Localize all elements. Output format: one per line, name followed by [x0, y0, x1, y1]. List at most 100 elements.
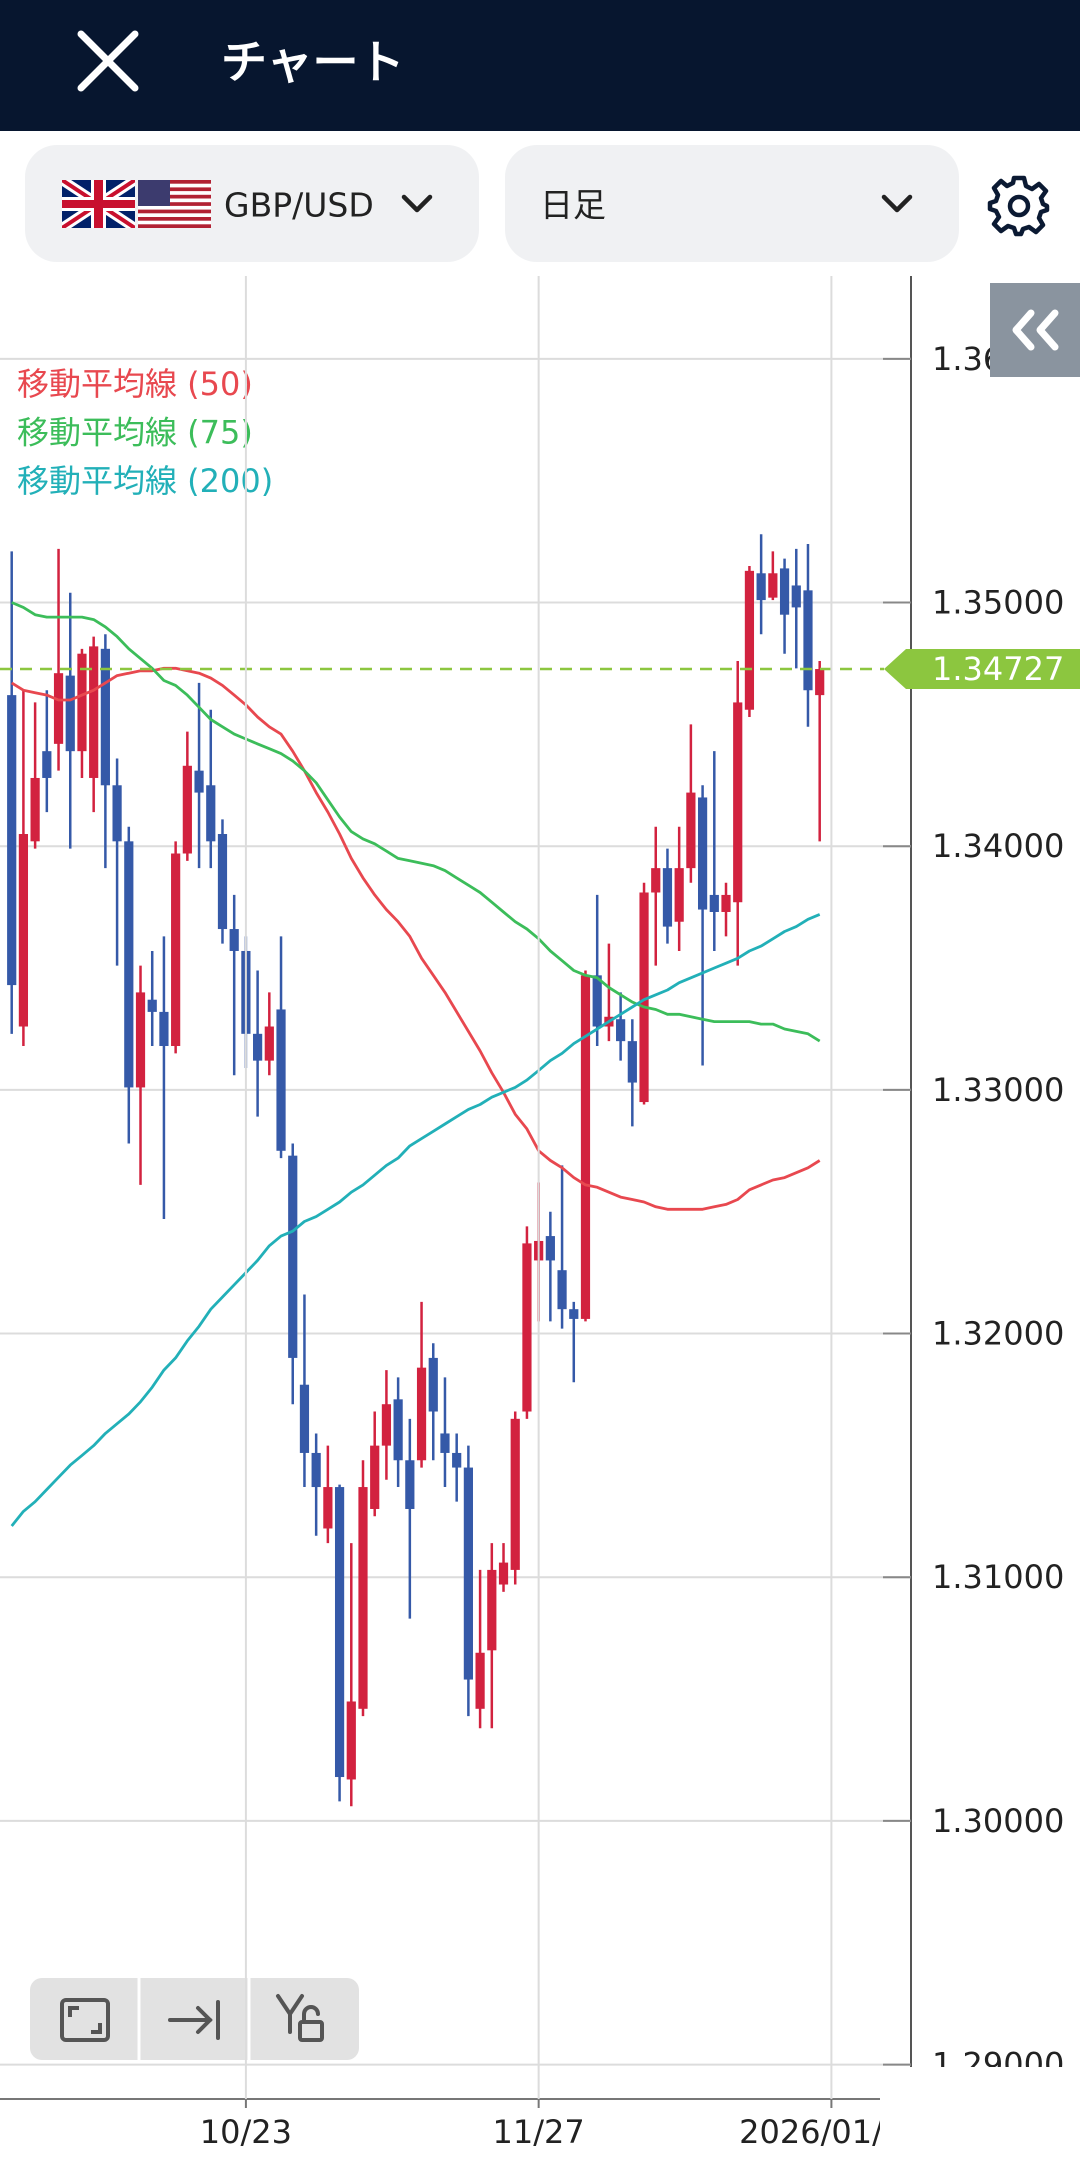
candle-body: [405, 1460, 415, 1509]
candle-body: [370, 1445, 380, 1509]
candle-body: [124, 841, 134, 1088]
price-marker: 1.34727: [884, 649, 1080, 690]
candle-body: [217, 834, 228, 930]
symbol-label: GBP/USD: [224, 186, 374, 225]
candle-body: [779, 568, 790, 615]
fit-screen-button[interactable]: [60, 1998, 110, 2042]
candle-body: [288, 1155, 298, 1358]
candle-body: [674, 868, 684, 922]
y-tick-label: 1.33000: [932, 1071, 1064, 1109]
candle-body: [65, 675, 75, 752]
candle-body: [276, 1009, 286, 1151]
candle-body: [253, 1033, 263, 1061]
candle-body: [112, 785, 122, 842]
candle-body: [452, 1452, 462, 1468]
candle-body: [393, 1399, 403, 1461]
legend-entry: 移動平均線 (75): [17, 414, 253, 452]
candle-body: [498, 1562, 509, 1585]
candle-body: [627, 1041, 637, 1083]
candle-body: [311, 1452, 321, 1488]
collapse-panel-button[interactable]: [990, 283, 1080, 377]
y-axis-lock-button[interactable]: [276, 1994, 324, 2042]
candle-body: [334, 1487, 345, 1778]
uk-flag: [62, 180, 135, 228]
candle-body: [171, 853, 181, 1047]
candle-body: [206, 785, 216, 842]
candle-body: [709, 894, 719, 912]
candle-body: [651, 868, 661, 893]
candle-body: [323, 1487, 333, 1529]
dropdown-chevron: [881, 194, 913, 213]
y-tick-label: 1.31000: [932, 1558, 1064, 1596]
legend-entry: 移動平均線 (50): [17, 365, 253, 403]
candle-body: [30, 777, 40, 842]
x-tick-label: 10/23: [200, 2113, 292, 2151]
candle-body: [557, 1270, 567, 1310]
candle-body: [639, 892, 649, 1103]
legend: 移動平均線 (50) 移動平均線 (75) 移動平均線 (200): [17, 365, 273, 500]
candle-body: [440, 1433, 450, 1453]
moving-average-line: [10, 666, 821, 1211]
y-tick-label: 1.32000: [932, 1315, 1064, 1353]
candle-body: [346, 1701, 356, 1780]
candle-body: [616, 1019, 626, 1042]
candle-body: [510, 1418, 520, 1570]
settings-button[interactable]: [987, 175, 1050, 237]
moving-average-line: [10, 913, 821, 1527]
candle-body: [7, 695, 17, 986]
y-tick-label: 1.29000: [932, 2046, 1064, 2084]
candle-body: [815, 669, 825, 696]
candle-body: [264, 1026, 274, 1061]
chart-tools: [30, 1978, 359, 2060]
candle-body: [686, 792, 696, 869]
scroll-to-latest-button[interactable]: [168, 2000, 220, 2040]
x-axis: 10/23 11/27 2026/01/01: [200, 2113, 923, 2151]
candle-body: [791, 585, 801, 608]
y-tick-label: 1.34000: [932, 827, 1064, 865]
candle-body: [135, 992, 146, 1088]
candle-body: [756, 573, 766, 601]
plot-area: [0, 357, 911, 2066]
x-tick-label: 2026/01/01: [739, 2113, 923, 2151]
candle-body: [100, 648, 110, 786]
candle-body: [768, 573, 778, 598]
candle-body: [475, 1652, 485, 1709]
candle-body: [53, 673, 64, 744]
y-tick-label: 1.35000: [932, 584, 1064, 622]
candle-body: [721, 894, 731, 912]
candle-body: [744, 570, 755, 710]
candle-body: [299, 1384, 310, 1453]
candle-body: [662, 868, 673, 927]
candle-body: [733, 702, 743, 903]
header-bar: [0, 0, 1080, 131]
last-price-label: 1.34727: [932, 650, 1064, 688]
last-price-tag: [884, 649, 1080, 690]
close-button[interactable]: [77, 30, 139, 92]
y-axis: 1.29000 1.30000 1.31000 1.32000 1.33000 1.340…: [932, 340, 1064, 2084]
candle-body: [159, 1011, 169, 1047]
candle-body: [428, 1357, 438, 1412]
candle-body: [803, 590, 813, 691]
candle-body: [545, 1236, 555, 1261]
candle-body: [42, 751, 52, 778]
symbol-selector[interactable]: [25, 145, 479, 262]
x-tick-label: 11/27: [493, 2113, 585, 2151]
candle-body: [592, 975, 602, 1027]
candle-body: [381, 1404, 392, 1446]
candle-body: [487, 1569, 497, 1651]
timeframe-selector[interactable]: [505, 145, 959, 262]
candle-body: [522, 1243, 532, 1412]
header-title: チャート: [221, 35, 405, 89]
candle-body: [182, 765, 192, 854]
candle-body: [416, 1367, 427, 1461]
candle-body: [194, 770, 204, 793]
candle-body: [580, 975, 591, 1319]
candle-body: [229, 929, 239, 951]
dropdown-chevron: [401, 194, 433, 213]
candle-body: [18, 834, 29, 1027]
candle-body: [697, 797, 708, 910]
moving-average-line: [11, 601, 821, 1043]
timeframe-label: 日足: [540, 186, 606, 225]
